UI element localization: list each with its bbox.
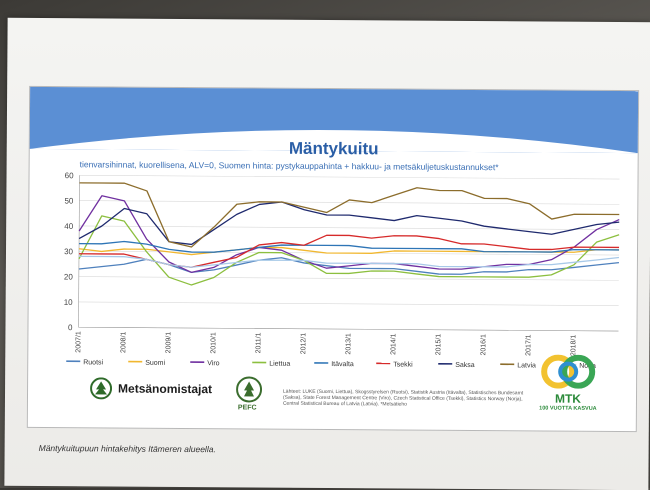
y-tick-label: 50 <box>64 196 74 205</box>
series-line-latvia <box>79 183 619 250</box>
x-tick-label: 2017/1 <box>525 334 532 356</box>
y-tick-label: 60 <box>65 171 75 180</box>
legend-label: Tsekki <box>393 361 413 368</box>
x-axis <box>78 327 618 331</box>
pefc-label: PEFC <box>238 404 257 411</box>
x-tick-label: 2010/1 <box>210 332 217 354</box>
sources-text: Lähteet: LUKE (Suomi, Liettua), Skogssty… <box>283 389 533 409</box>
gridline <box>80 175 620 179</box>
chart-title: Mäntykuitu <box>30 137 638 161</box>
legend-label: Ruotsi <box>83 359 103 366</box>
y-tick-label: 0 <box>68 323 73 332</box>
y-tick-label: 10 <box>64 298 74 307</box>
metsanomistajat-icon <box>90 377 112 399</box>
mtk-icon <box>536 354 600 388</box>
metsanomistajat-logo: Metsänomistajat <box>90 377 212 400</box>
gridline <box>79 226 619 230</box>
x-tick-label: 2012/1 <box>300 333 307 355</box>
y-tick-label: 40 <box>64 222 74 231</box>
gridline <box>79 277 619 281</box>
legend-label: Saksa <box>455 362 475 369</box>
legend-label: Viro <box>207 360 219 367</box>
x-tick-label: 2011/1 <box>255 332 262 353</box>
mtk-tagline: 100 VUOTTA KASVUA <box>528 405 608 412</box>
x-tick-label: 2009/1 <box>165 332 172 354</box>
x-tick-label: 2016/1 <box>480 334 487 356</box>
mtk-name: MTK <box>528 391 608 406</box>
legend-label: Itävalta <box>331 361 354 368</box>
x-tick-label: 2008/1 <box>120 331 127 353</box>
x-tick-label: 2014/1 <box>390 333 397 355</box>
legend-label: Liettua <box>269 361 290 368</box>
metsanomistajat-name: Metsänomistajat <box>118 382 212 397</box>
pefc-icon <box>236 376 262 402</box>
line-chart: 0 10 20 30 40 50 60 2007/1 2008/1 2009/1 2010/1 201… <box>28 169 637 378</box>
x-tick-label: 2007/1 <box>75 331 82 353</box>
series-line-saksa <box>79 201 619 248</box>
x-tick-label: 2013/1 <box>345 333 352 355</box>
gridline <box>79 302 619 306</box>
mtk-logo: MTK 100 VUOTTA KASVUA <box>528 354 608 412</box>
figure-caption: Mäntykuitupuun hintakehitys Itämeren alu… <box>39 443 216 454</box>
legend-label: Suomi <box>145 360 165 367</box>
paper-sheet: Mäntykuitu tienvarsihinnat, kuorellisena… <box>4 18 650 490</box>
gridline <box>79 201 619 205</box>
x-tick-label: 2015/1 <box>435 334 442 356</box>
x-tick-label: 2018/1 <box>570 335 577 357</box>
chart-panel: Mäntykuitu tienvarsihinnat, kuorellisena… <box>27 86 639 432</box>
y-tick-label: 30 <box>64 247 74 256</box>
y-tick-label: 20 <box>64 272 74 281</box>
pefc-logo: PEFC <box>236 376 262 407</box>
